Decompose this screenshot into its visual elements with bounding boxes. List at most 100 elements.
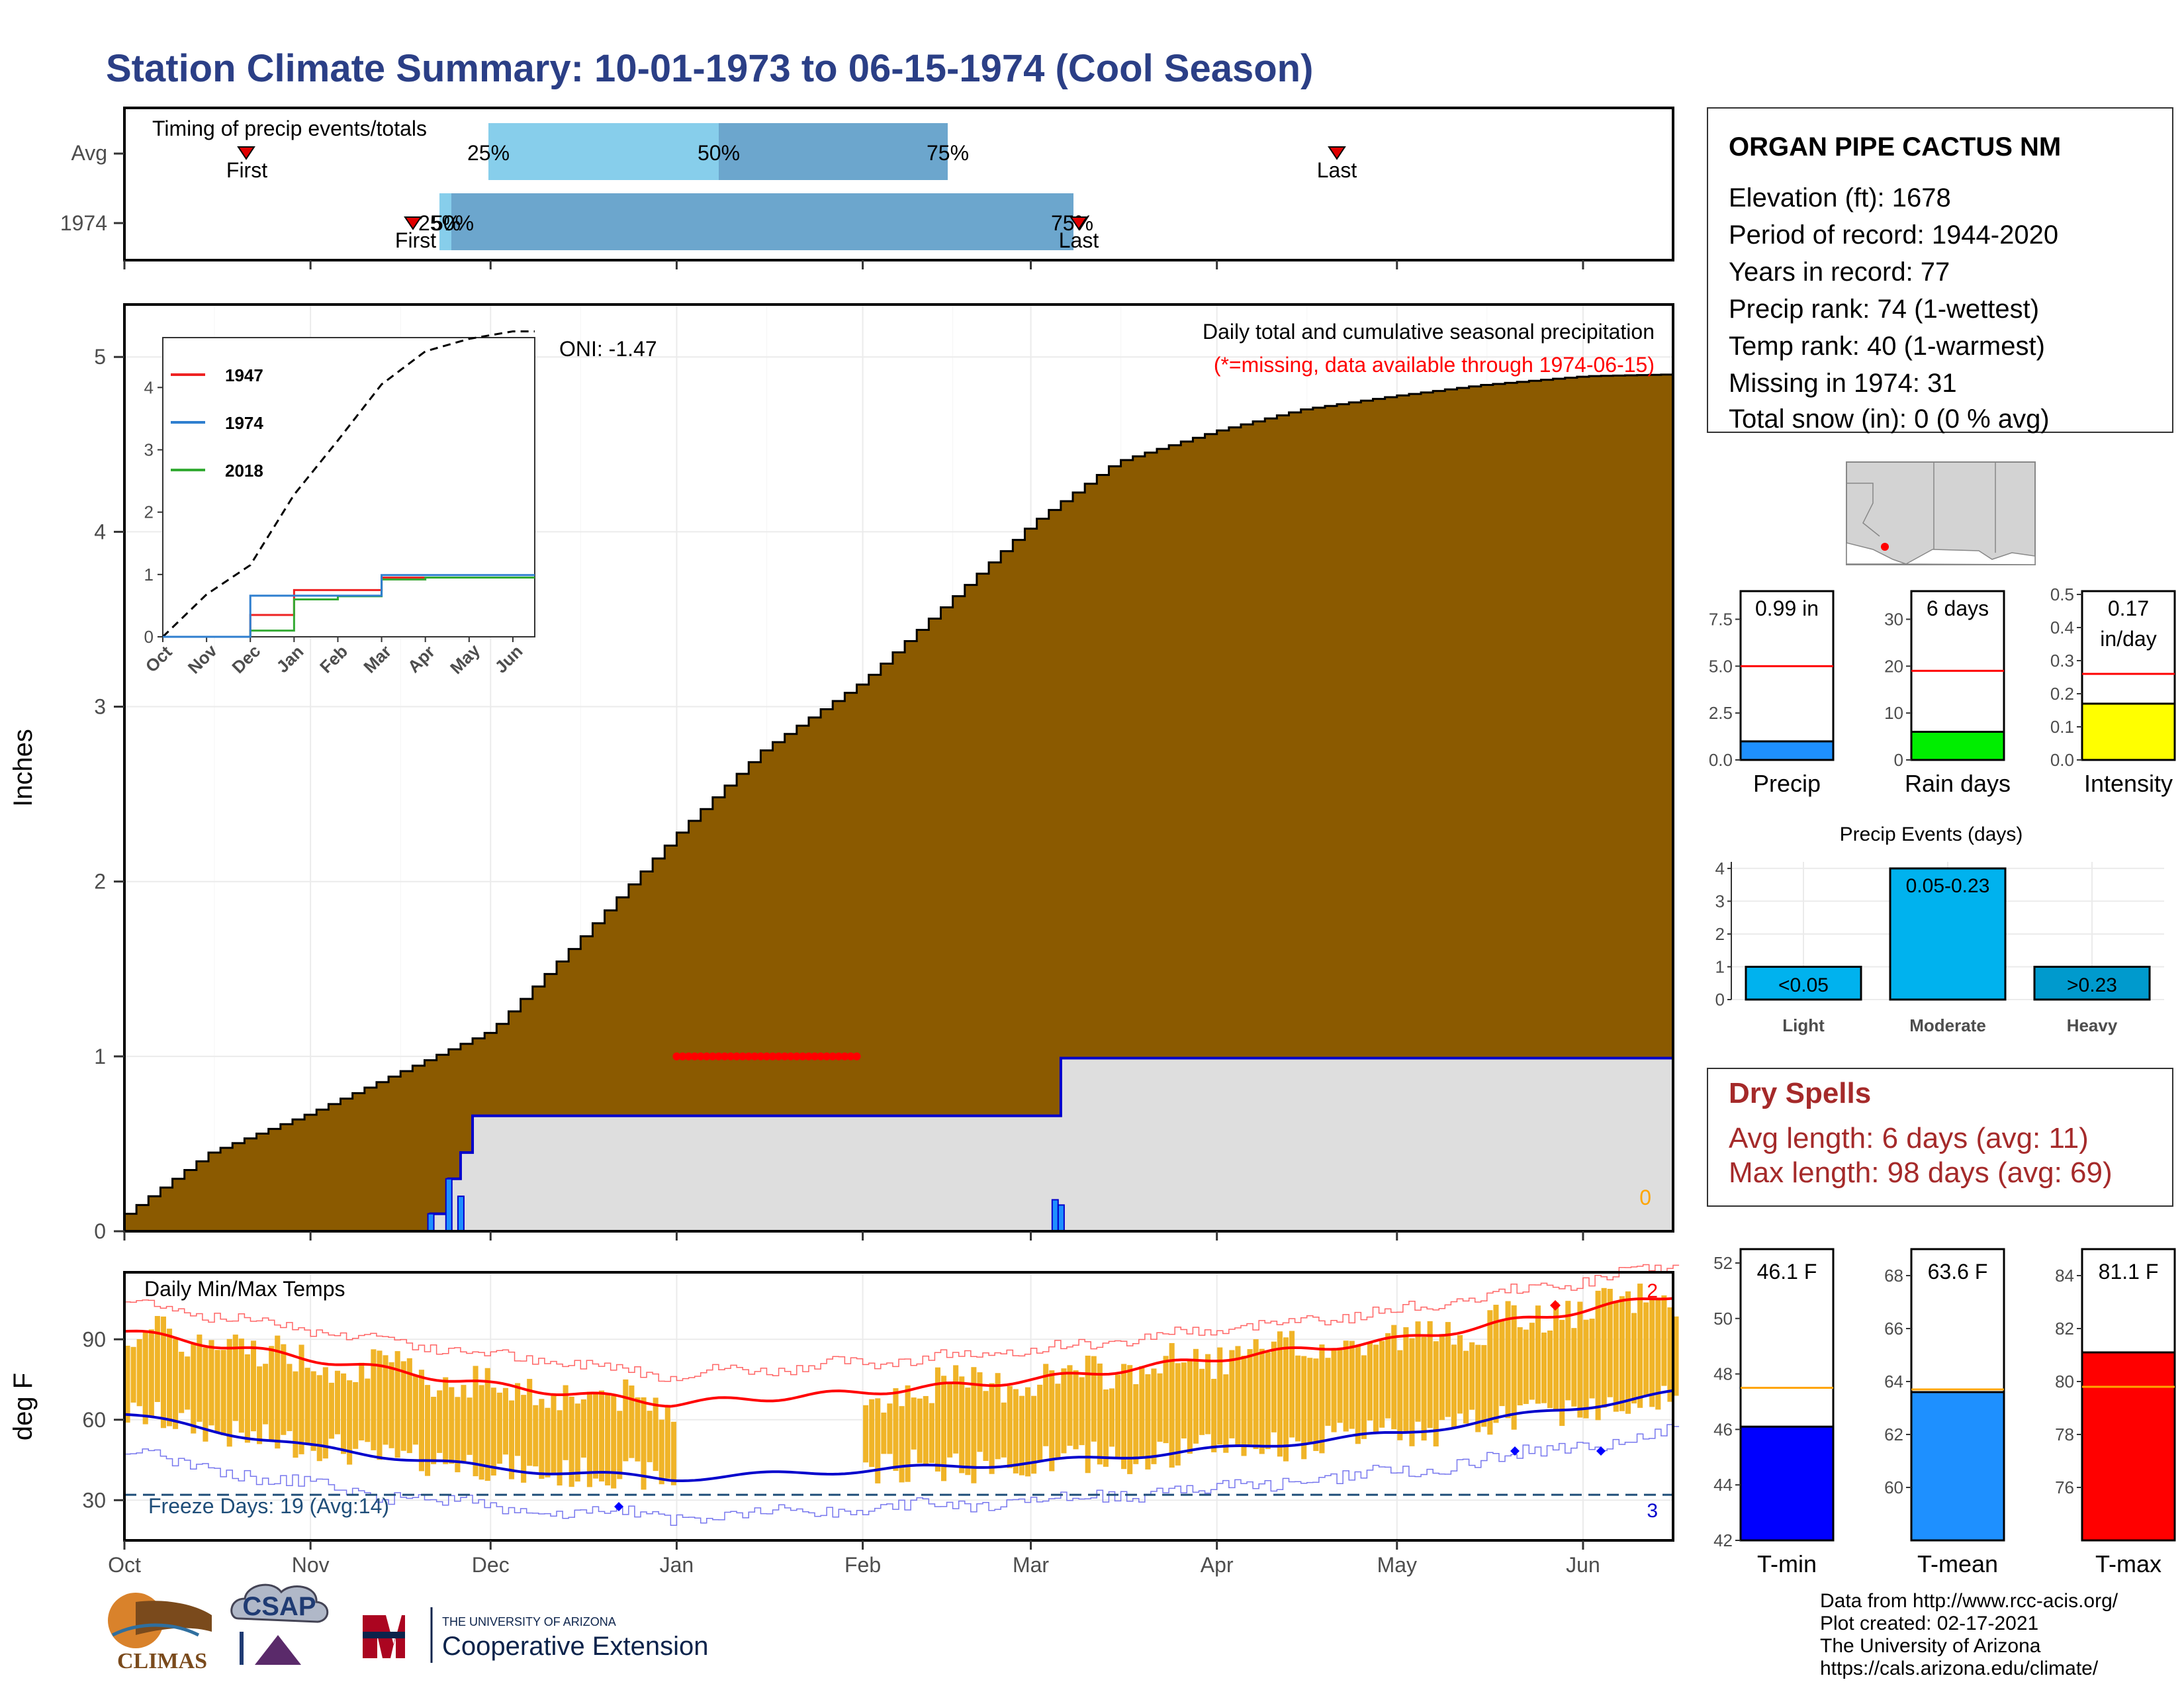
precip-ytick-label-3: 3	[94, 695, 106, 719]
temp-bar-248	[1613, 1301, 1619, 1412]
events-ytick-label-1: 1	[1715, 957, 1725, 976]
record-high-marker	[1550, 1300, 1561, 1311]
missing-mark-103	[739, 1052, 747, 1060]
temp-bar-168	[1133, 1384, 1139, 1464]
intensity-ytick-label-3: 0.3	[2050, 651, 2074, 671]
temp-bar-201	[1331, 1350, 1337, 1432]
temp-bar-18	[232, 1335, 238, 1421]
location-map	[1846, 461, 2036, 565]
temp-bar-254	[1649, 1299, 1655, 1407]
timing-row-avg: Avg	[71, 141, 107, 165]
temp-bar-135	[934, 1367, 940, 1472]
page-title: Station Climate Summary: 10-01-1973 to 0…	[106, 47, 1314, 90]
temp-bar-34	[328, 1382, 334, 1439]
temp-bar-246	[1601, 1288, 1607, 1408]
temp-bar-137	[947, 1382, 953, 1458]
temp-bar-49	[418, 1370, 424, 1472]
temp-bar-161	[1091, 1356, 1097, 1442]
temp-bar-30	[304, 1368, 310, 1444]
record-low-count: 3	[1647, 1500, 1658, 1522]
temp-bar-142	[977, 1372, 983, 1452]
map-border-ca-az	[1846, 483, 1880, 537]
temp-bar-221	[1451, 1344, 1457, 1429]
temp-bar-140	[965, 1387, 971, 1476]
missing-mark-104	[745, 1052, 753, 1060]
record-low-marker-3	[1596, 1446, 1606, 1456]
inset-ytick-label-3: 3	[144, 440, 154, 460]
tmax-ytick-label-4: 84	[2055, 1266, 2074, 1286]
temp-bar-234	[1529, 1323, 1535, 1400]
precip-value-label: 0.99 in	[1755, 596, 1819, 620]
temp-bar-23	[263, 1364, 269, 1425]
tmin-value-label: 46.1 F	[1757, 1260, 1817, 1284]
temp-bar-240	[1565, 1301, 1571, 1401]
temp-bar-56	[461, 1385, 467, 1462]
temp-bar-176	[1181, 1362, 1187, 1439]
inset-ytick-label-0: 0	[144, 627, 154, 647]
tmax-average-line	[124, 1297, 1674, 1408]
temp-bar-187	[1247, 1349, 1253, 1445]
events-bar-label-1: 0.05-0.23	[1906, 875, 1990, 897]
temp-bar-47	[406, 1358, 412, 1454]
temp-bar-61	[490, 1387, 496, 1476]
missing-mark-96	[696, 1052, 705, 1060]
temp-xtick-label-4: Feb	[844, 1553, 881, 1577]
tmin-ytick-label-5: 52	[1713, 1253, 1733, 1273]
legend-2018-label: 2018	[225, 461, 263, 481]
temp-bar-217	[1427, 1321, 1433, 1429]
temp-bar-144	[989, 1383, 995, 1474]
temp-bar-194	[1289, 1331, 1295, 1438]
temp-bar-64	[508, 1400, 515, 1479]
oni-label: ONI: -1.47	[559, 337, 657, 361]
temp-bar-148	[1013, 1389, 1019, 1474]
temp-bar-123	[863, 1405, 869, 1463]
temp-bar-59	[478, 1385, 484, 1480]
temp-bar-188	[1253, 1339, 1259, 1450]
temp-bar-203	[1343, 1340, 1349, 1432]
temp-bar-238	[1553, 1302, 1559, 1412]
temp-bar-40	[365, 1378, 371, 1442]
timing-avg-first-marker	[237, 146, 255, 160]
timing-avg-last-marker	[1328, 146, 1346, 160]
temp-bar-86	[641, 1397, 647, 1490]
tmax-bar	[2081, 1351, 2176, 1542]
temp-bar-215	[1415, 1321, 1421, 1422]
station-years: Years in record: 77	[1729, 258, 1950, 287]
temp-bar-146	[1001, 1402, 1007, 1458]
inset-ytick-label-1: 1	[144, 565, 154, 585]
temp-bar-243	[1583, 1319, 1589, 1419]
record-low-marker-1	[614, 1502, 623, 1511]
temp-bar-237	[1547, 1330, 1553, 1409]
temp-bar-178	[1193, 1348, 1199, 1444]
intensity-ytick-label-1: 0.1	[2050, 717, 2074, 737]
missing-mark-94	[684, 1052, 693, 1060]
record-high-count: 2	[1647, 1280, 1658, 1302]
temp-bar-3	[142, 1331, 148, 1425]
temp-bar-90	[664, 1406, 670, 1479]
temp-bar-174	[1169, 1342, 1175, 1468]
intensity-ytick-label-2: 0.2	[2050, 684, 2074, 704]
missing-mark-116	[817, 1052, 825, 1060]
temp-ytick-label-2: 90	[82, 1327, 106, 1351]
temp-bar-25	[275, 1335, 281, 1449]
temp-bar-189	[1259, 1348, 1265, 1454]
temp-bar-239	[1559, 1319, 1565, 1427]
temp-frame	[123, 1271, 1674, 1542]
missing-mark-115	[811, 1052, 819, 1060]
temp-bar-7	[166, 1329, 173, 1427]
temp-bar-36	[341, 1373, 347, 1454]
events-ytick-label-3: 3	[1715, 891, 1725, 911]
temp-bar-209	[1379, 1340, 1385, 1428]
timing-1974-first-label: First	[395, 228, 436, 252]
events-bar-label-0: <0.05	[1778, 974, 1829, 996]
missing-mark-92	[672, 1052, 681, 1060]
precip-ytick-label-5: 5	[94, 345, 106, 369]
ua-cooperative-extension-text: Cooperative Extension	[442, 1632, 708, 1661]
csap-cloud-graphic	[230, 1583, 329, 1623]
climas-wave-graphic	[111, 1623, 200, 1637]
footer-credits: Data from http://www.rcc-acis.org/ Plot …	[1820, 1590, 2118, 1679]
temp-bar-180	[1205, 1354, 1211, 1434]
events-bar-label-2: >0.23	[2067, 974, 2117, 996]
temp-bar-235	[1535, 1305, 1541, 1404]
temp-bar-190	[1265, 1352, 1271, 1450]
